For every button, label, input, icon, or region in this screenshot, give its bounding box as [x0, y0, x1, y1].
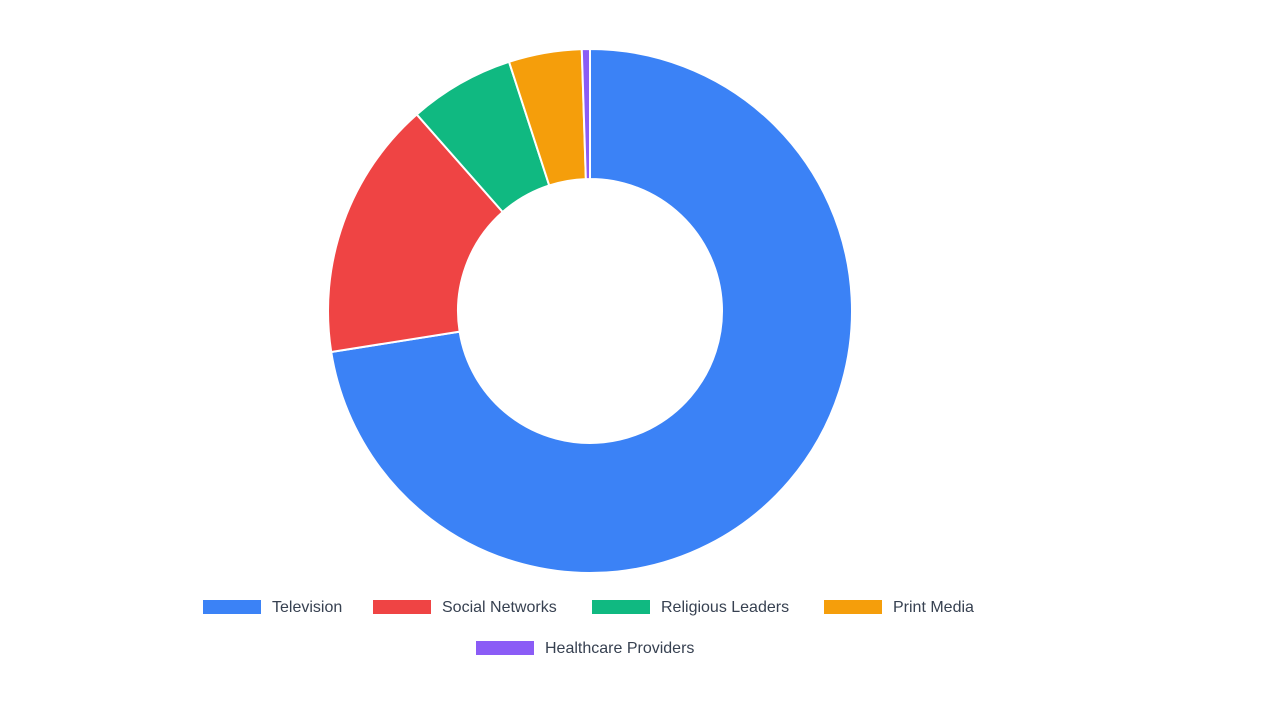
legend-swatch-print-media — [824, 600, 882, 614]
legend-swatch-television — [203, 600, 261, 614]
legend-label-religious-leaders: Religious Leaders — [661, 599, 789, 616]
legend-label-television: Television — [272, 599, 342, 616]
chart-legend: Television Social Networks Religious Leade… — [203, 599, 974, 657]
legend-item-religious-leaders[interactable]: Religious Leaders — [592, 599, 789, 616]
legend-swatch-social-networks — [373, 600, 431, 614]
legend-swatch-healthcare-providers — [476, 641, 534, 655]
legend-item-healthcare-providers[interactable]: Healthcare Providers — [476, 640, 694, 657]
legend-label-social-networks: Social Networks — [442, 599, 557, 616]
donut-slices — [327, 47, 853, 574]
legend-item-social-networks[interactable]: Social Networks — [373, 599, 557, 616]
legend-item-television[interactable]: Television — [203, 599, 342, 616]
legend-item-print-media[interactable]: Print Media — [824, 599, 974, 616]
legend-swatch-religious-leaders — [592, 600, 650, 614]
legend-label-print-media: Print Media — [893, 599, 974, 616]
legend-label-healthcare-providers: Healthcare Providers — [545, 640, 694, 657]
slice-television[interactable] — [330, 47, 853, 574]
slice-social-networks[interactable] — [327, 113, 505, 354]
slice-healthcare-providers[interactable] — [580, 47, 591, 181]
